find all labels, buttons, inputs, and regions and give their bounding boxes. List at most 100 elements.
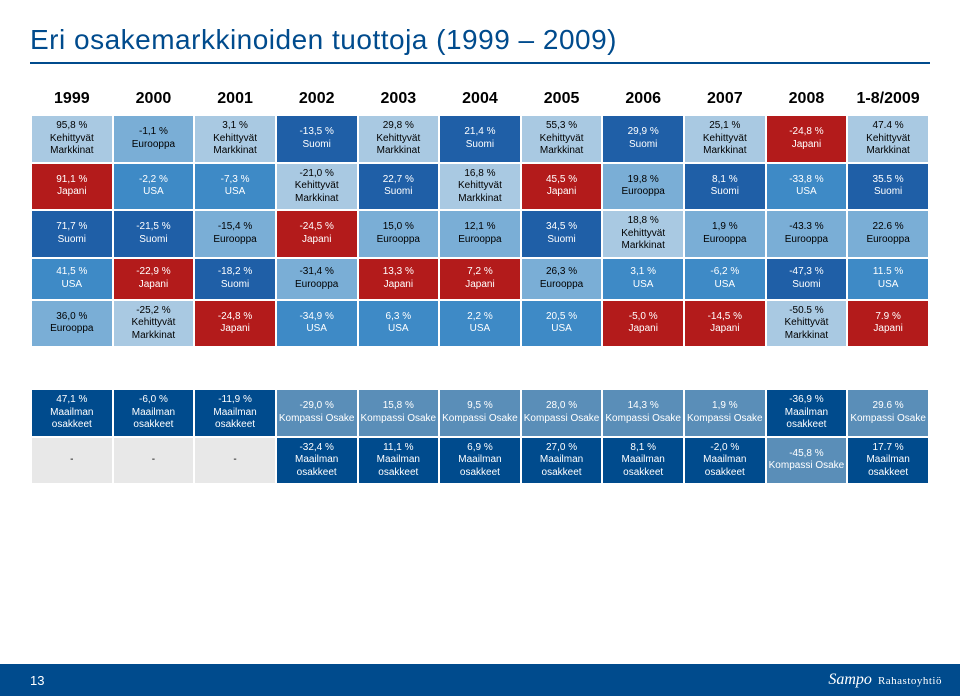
data-cell: 41,5 %USA [32,259,112,299]
data-cell: -21,5 %Suomi [114,211,194,257]
data-cell: 27,0 %Maailman osakkeet [522,438,602,484]
data-cell: 15,8 %Kompassi Osake [359,390,439,436]
data-cell: 21,4 %Suomi [440,116,520,162]
data-cell: 11,1 %Maailman osakkeet [359,438,439,484]
data-cell: 25,1 %Kehittyvät Markkinat [685,116,765,162]
data-cell: -18,2 %Suomi [195,259,275,299]
year-header: 2002 [277,88,357,114]
data-cell: 2,2 %USA [440,301,520,347]
footer-bar: 13 Sampo Rahastoyhtiö [0,664,960,696]
data-cell: 36,0 %Eurooppa [32,301,112,347]
data-cell: -22,9 %Japani [114,259,194,299]
table-row: 41,5 %USA-22,9 %Japani-18,2 %Suomi-31,4 … [32,259,928,299]
data-cell: 20,5 %USA [522,301,602,347]
data-cell: 29.6 %Kompassi Osake [848,390,928,436]
data-cell: 45,5 %Japani [522,164,602,210]
data-cell: -24,5 %Japani [277,211,357,257]
data-cell: -43.3 %Eurooppa [767,211,847,257]
data-cell: 12,1 %Eurooppa [440,211,520,257]
year-header: 1999 [32,88,112,114]
year-header: 2004 [440,88,520,114]
data-cell: -32,4 %Maailman osakkeet [277,438,357,484]
year-header: 2003 [359,88,439,114]
year-header: 2008 [767,88,847,114]
year-header: 2007 [685,88,765,114]
year-header: 2005 [522,88,602,114]
data-cell: -36,9 %Maailman osakkeet [767,390,847,436]
page-number: 13 [30,673,44,688]
data-cell: 29,8 %Kehittyvät Markkinat [359,116,439,162]
data-cell: -13,5 %Suomi [277,116,357,162]
data-cell: -14,5 %Japani [685,301,765,347]
data-cell: 26,3 %Eurooppa [522,259,602,299]
data-cell: 1,9 %Kompassi Osake [685,390,765,436]
table-row: 91,1 %Japani-2,2 %USA-7,3 %USA-21,0 %Keh… [32,164,928,210]
data-cell: 47.4 %Kehittyvät Markkinat [848,116,928,162]
data-cell: 11.5 %USA [848,259,928,299]
data-cell: -2,2 %USA [114,164,194,210]
data-cell: 47,1 %Maailman osakkeet [32,390,112,436]
data-cell: -24,8 %Japani [767,116,847,162]
data-cell: -24,8 %Japani [195,301,275,347]
table-row: 47,1 %Maailman osakkeet-6,0 %Maailman os… [32,390,928,436]
data-cell: -6,2 %USA [685,259,765,299]
data-cell: -2,0 %Maailman osakkeet [685,438,765,484]
data-cell: -34,9 %USA [277,301,357,347]
data-cell: 13,3 %Japani [359,259,439,299]
data-cell: -50.5 %Kehittyvät Markkinat [767,301,847,347]
data-cell: 19,8 %Eurooppa [603,164,683,210]
data-cell: 16,8 %Kehittyvät Markkinat [440,164,520,210]
data-cell: -6,0 %Maailman osakkeet [114,390,194,436]
data-cell: -33,8 %USA [767,164,847,210]
data-cell: 22.6 %Eurooppa [848,211,928,257]
data-cell: 8,1 %Maailman osakkeet [603,438,683,484]
data-cell: 29,9 %Suomi [603,116,683,162]
data-cell: 28,0 %Kompassi Osake [522,390,602,436]
table-row: 36,0 %Eurooppa-25,2 %Kehittyvät Markkina… [32,301,928,347]
year-header: 1-8/2009 [848,88,928,114]
data-cell: -5,0 %Japani [603,301,683,347]
data-cell: -31,4 %Eurooppa [277,259,357,299]
data-cell: - [32,438,112,484]
data-cell: -21,0 %Kehittyvät Markkinat [277,164,357,210]
data-cell: 3,1 %Kehittyvät Markkinat [195,116,275,162]
data-cell: - [195,438,275,484]
data-cell: 15,0 %Eurooppa [359,211,439,257]
data-cell: 18,8 %Kehittyvät Markkinat [603,211,683,257]
data-cell: -1,1 %Eurooppa [114,116,194,162]
data-cell: -45,8 %Kompassi Osake [767,438,847,484]
data-cell: 6,9 %Maailman osakkeet [440,438,520,484]
year-header: 2006 [603,88,683,114]
table-row: 71,7 %Suomi-21,5 %Suomi-15,4 %Eurooppa-2… [32,211,928,257]
data-cell: 1,9 %Eurooppa [685,211,765,257]
data-cell: 3,1 %USA [603,259,683,299]
data-cell: 7,2 %Japani [440,259,520,299]
page-title: Eri osakemarkkinoiden tuottoja (1999 – 2… [30,24,930,64]
returns-table: 1999200020012002200320042005200620072008… [30,86,930,485]
data-cell: -29,0 %Kompassi Osake [277,390,357,436]
data-cell: -7,3 %USA [195,164,275,210]
data-cell: 9,5 %Kompassi Osake [440,390,520,436]
table-row: 95,8 %Kehittyvät Markkinat-1,1 %Eurooppa… [32,116,928,162]
data-cell: 95,8 %Kehittyvät Markkinat [32,116,112,162]
data-cell: 91,1 %Japani [32,164,112,210]
data-cell: 71,7 %Suomi [32,211,112,257]
data-cell: 6,3 %USA [359,301,439,347]
year-header: 2000 [114,88,194,114]
data-cell: 35.5 %Suomi [848,164,928,210]
data-cell: 34,5 %Suomi [522,211,602,257]
data-cell: 17.7 %Maailman osakkeet [848,438,928,484]
year-header: 2001 [195,88,275,114]
data-cell: 8,1 %Suomi [685,164,765,210]
data-cell: -47,3 %Suomi [767,259,847,299]
data-cell: 55,3 %Kehittyvät Markkinat [522,116,602,162]
data-cell: 22,7 %Suomi [359,164,439,210]
data-cell: -15,4 %Eurooppa [195,211,275,257]
data-cell: 7.9 %Japani [848,301,928,347]
data-cell: - [114,438,194,484]
data-cell: -25,2 %Kehittyvät Markkinat [114,301,194,347]
brand-logo: Sampo Rahastoyhtiö [828,671,942,689]
data-cell: -11,9 %Maailman osakkeet [195,390,275,436]
data-cell: 14,3 %Kompassi Osake [603,390,683,436]
table-row: ----32,4 %Maailman osakkeet11,1 %Maailma… [32,438,928,484]
